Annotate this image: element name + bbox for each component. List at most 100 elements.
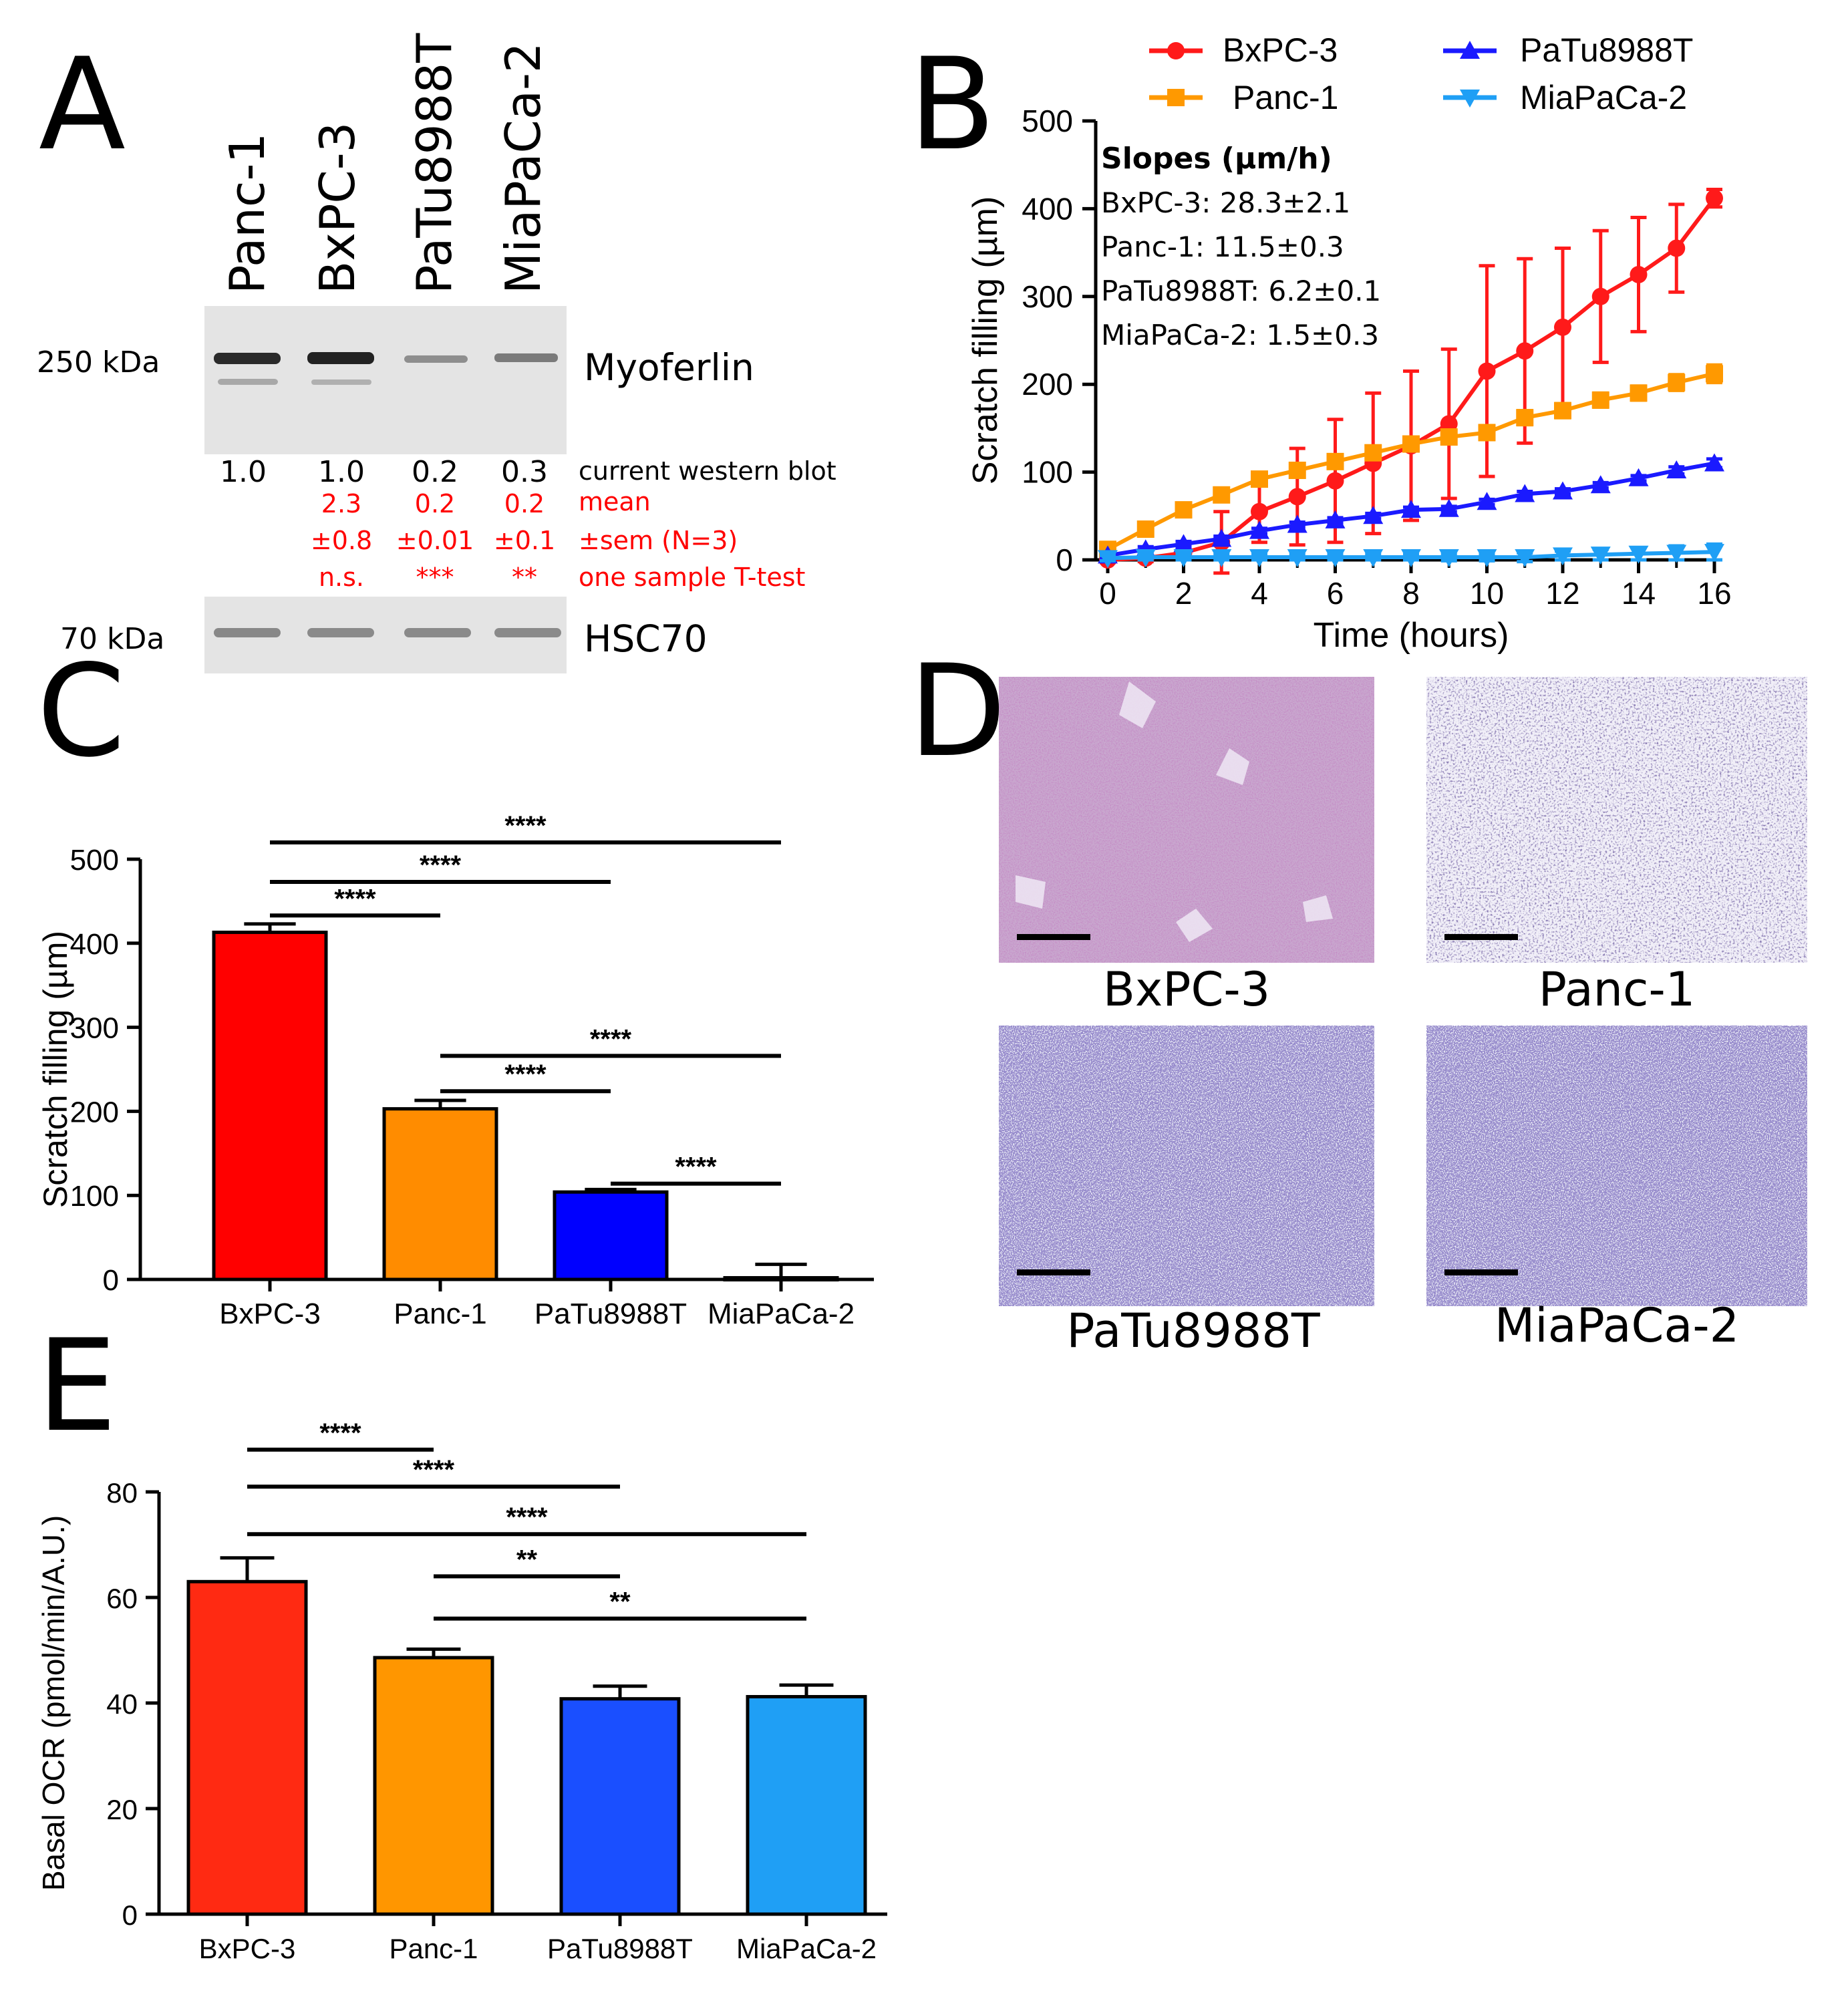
data-point (1213, 486, 1231, 504)
significance-label: **** (334, 884, 376, 913)
panel-e: E 0 20 40 60 80 Basal OCR (pmol/min/A.U.) BxPC… (36, 1312, 887, 1964)
legend-label: BxPC-3 (1223, 31, 1338, 69)
bar-chart: 0 100 200 300 400 500 Scratch filling (µm) BxPC… (37, 811, 874, 1330)
data-point (1440, 428, 1458, 446)
significance-label: ** (609, 1587, 631, 1617)
x-tick-label: MiaPaCa-2 (708, 1297, 855, 1330)
lane-label: MiaPaCa-2 (495, 42, 551, 294)
data-point (1628, 468, 1649, 486)
panel-b: B BxPC-3 Panc-1 PaTu8988T MiaPaCa-2 Slop… (909, 31, 1732, 655)
micrograph-label: BxPC-3 (1103, 962, 1270, 1017)
legend: BxPC-3 Panc-1 PaTu8988T MiaPaCa-2 (1149, 31, 1693, 116)
blot-band (494, 628, 561, 637)
current-value: 1.0 (220, 455, 267, 489)
data-point (1630, 384, 1648, 402)
x-tick-label: MiaPaCa-2 (736, 1933, 877, 1964)
data-point (1287, 549, 1307, 568)
data-point (1477, 549, 1497, 568)
y-tick-label: 400 (1022, 191, 1073, 226)
y-tick-label: 20 (106, 1794, 138, 1825)
data-point (1515, 484, 1535, 502)
significance-label: **** (506, 1503, 548, 1532)
data-point (1325, 549, 1346, 568)
x-tick-label: PaTu8988T (547, 1933, 693, 1964)
sem-value: ±0.1 (494, 526, 555, 555)
data-point (1401, 500, 1421, 518)
data-point (1173, 534, 1194, 553)
slopes-title: Slopes (µm/h) (1101, 142, 1332, 176)
data-point (1249, 549, 1269, 568)
panel-letter: C (37, 637, 126, 785)
data-point (1325, 510, 1346, 528)
data-point (1704, 453, 1724, 472)
panel-letter: E (37, 1312, 117, 1460)
data-point (1364, 444, 1382, 462)
series-MiaPaCa-2 (1098, 542, 1724, 569)
mean-value: 2.3 (321, 489, 361, 518)
panel-c: C 0 100 200 300 400 500 Scratch filling (µm) Bx… (37, 637, 874, 1330)
y-tick-label: 300 (1022, 279, 1073, 314)
micrograph-label: MiaPaCa-2 (1495, 1298, 1739, 1353)
x-tick-label: 4 (1251, 576, 1268, 611)
micrograph (1426, 1026, 1807, 1306)
blot-band (404, 628, 471, 637)
x-tick-label: PaTu8988T (534, 1297, 687, 1330)
blot-band (214, 353, 281, 364)
x-tick-label: BxPC-3 (219, 1297, 321, 1330)
x-tick-label: Panc-1 (394, 1297, 486, 1330)
ttest-value: *** (416, 563, 454, 592)
legend-marker-circle (1167, 42, 1185, 59)
data-point (1251, 502, 1268, 520)
data-point (1590, 475, 1611, 494)
y-tick-label: 40 (106, 1688, 138, 1720)
legend-label: MiaPaCa-2 (1520, 79, 1687, 116)
data-point (1704, 544, 1724, 563)
data-point (1515, 549, 1535, 568)
x-axis-label: Time (hours) (1314, 616, 1509, 655)
data-point (1326, 452, 1344, 470)
data-point (1249, 520, 1269, 539)
bar-Panc-1 (373, 1656, 494, 1916)
y-tick-label: 100 (1022, 455, 1073, 490)
data-point (1477, 492, 1497, 510)
blot-band (494, 353, 558, 362)
x-tick-label: BxPC-3 (199, 1933, 296, 1964)
x-tick-label: 14 (1622, 576, 1656, 611)
ttest-value: ** (512, 563, 537, 592)
panel-d: D BxPC-3 Panc-1 PaTu8988T MiaPaCa-2 (909, 637, 1807, 1358)
bar-Panc-1 (382, 1107, 498, 1281)
y-tick-label: 0 (122, 1899, 138, 1931)
significance-label: **** (420, 851, 462, 880)
bar-BxPC-3 (212, 930, 328, 1281)
panel-letter: D (909, 637, 1006, 785)
blot-band (214, 628, 281, 637)
significance-label: **** (319, 1418, 361, 1448)
slope-text: BxPC-3: 28.3±2.1 (1101, 186, 1350, 219)
blot-band (311, 379, 371, 385)
row-label: ±sem (N=3) (579, 526, 738, 555)
data-point (1135, 549, 1156, 568)
row-label: mean (579, 487, 651, 516)
data-point (1098, 550, 1118, 569)
micrograph (999, 1026, 1374, 1306)
significance-label: **** (504, 811, 547, 840)
y-axis-label: Basal OCR (pmol/min/A.U.) (36, 1515, 71, 1891)
data-point (1628, 545, 1649, 564)
data-point (1666, 545, 1687, 563)
data-point (1136, 520, 1154, 539)
y-axis-label: Scratch filling (µm) (37, 931, 74, 1208)
significance-label: ** (516, 1545, 538, 1574)
data-point (1363, 549, 1384, 568)
lane-label: BxPC-3 (309, 122, 365, 294)
y-axis-label: Scratch filling (µm) (966, 196, 1005, 485)
data-point (1173, 549, 1194, 568)
y-tick-label: 400 (70, 928, 119, 961)
significance-label: **** (413, 1455, 455, 1485)
current-value: 0.2 (412, 455, 458, 489)
legend-label: Panc-1 (1233, 79, 1338, 116)
significance-label: **** (590, 1024, 632, 1054)
scale-bar (1017, 1269, 1090, 1275)
current-value: 0.3 (501, 455, 548, 489)
data-point (1591, 287, 1609, 305)
data-point (1630, 265, 1648, 283)
